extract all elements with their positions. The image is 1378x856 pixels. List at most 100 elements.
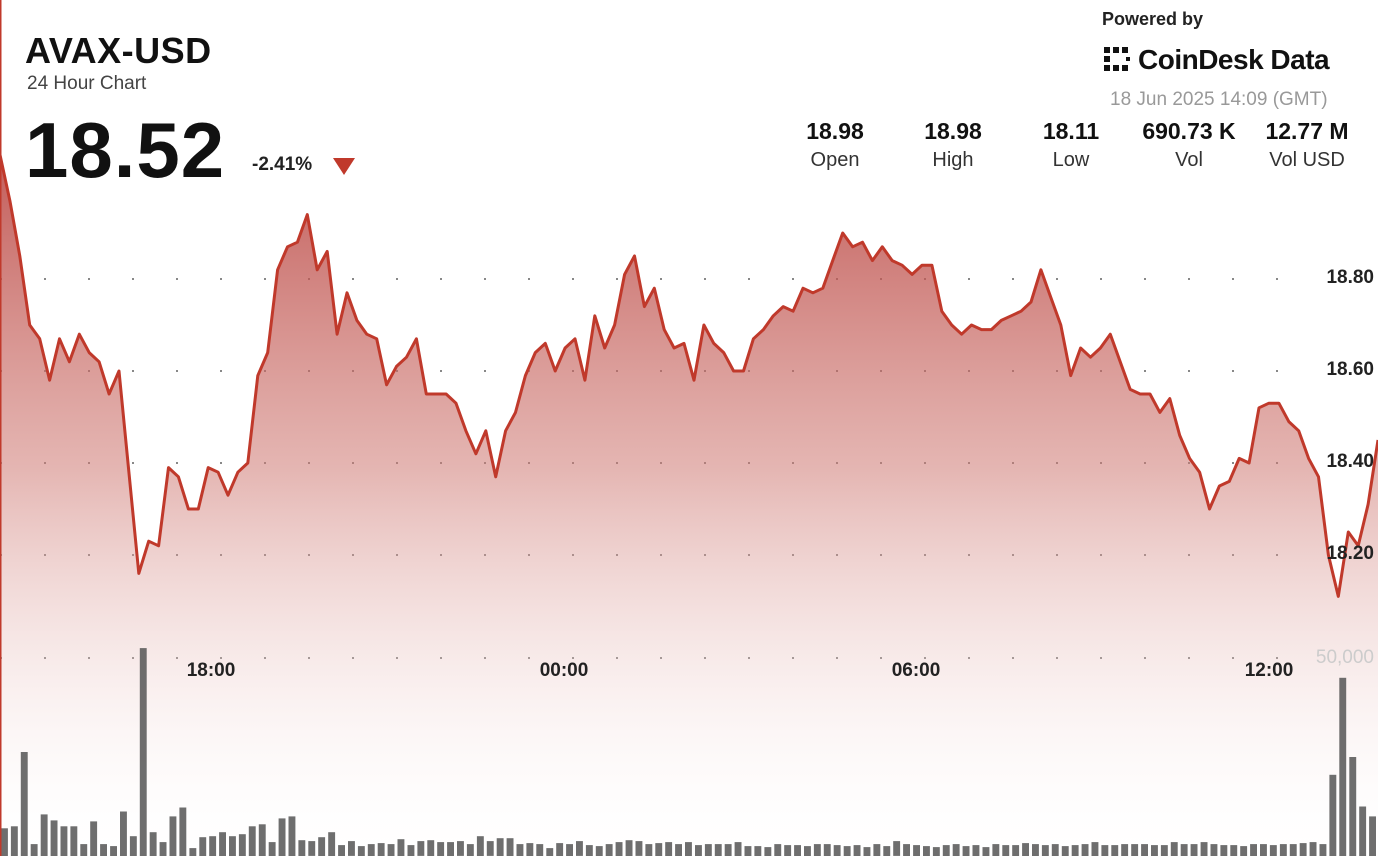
volume-tick-label: 50,000 <box>1315 647 1374 668</box>
volume-bar <box>209 836 217 856</box>
volume-bar <box>665 842 673 856</box>
volume-bar <box>60 826 68 856</box>
volume-bar <box>50 820 58 856</box>
y-tick-label: 18.40 <box>1326 451 1374 472</box>
coindesk-logo: CoinDesk Data <box>1102 42 1330 78</box>
volume-bar <box>546 848 554 856</box>
volume-bar <box>635 841 643 856</box>
volume-bar <box>1051 844 1059 856</box>
volume-bar <box>328 832 336 856</box>
volume-bar <box>387 844 395 856</box>
volume-bar <box>30 844 38 856</box>
volume-bar <box>40 814 48 856</box>
volume-bar <box>189 848 197 856</box>
volume-bar <box>1141 844 1148 856</box>
price-line <box>0 154 1378 598</box>
stat-label: High <box>932 149 974 171</box>
stat-high: 18.98 High <box>898 118 1008 172</box>
current-price: 18.52 <box>25 106 226 194</box>
volume-bar <box>764 847 772 856</box>
volume-bar <box>833 845 841 856</box>
volume-bar <box>1230 845 1238 856</box>
volume-bar <box>437 842 445 856</box>
pair-title: AVAX-USD <box>25 30 212 71</box>
volume-bar <box>1319 844 1327 856</box>
volume-bar <box>794 845 801 856</box>
x-tick-label: 12:00 <box>1244 660 1294 681</box>
volume-bar <box>169 816 177 856</box>
volume-bar <box>982 847 990 856</box>
x-tick-label: 18:00 <box>186 660 236 681</box>
volume-bar <box>774 844 782 856</box>
volume-bar <box>1269 845 1277 856</box>
volume-bar <box>813 844 821 856</box>
stat-low: 18.11 Low <box>1016 118 1126 172</box>
volume-bar <box>1041 845 1049 856</box>
volume-bar <box>1131 844 1139 856</box>
volume-bar <box>566 844 573 856</box>
volume-bar <box>268 842 276 856</box>
down-arrow-icon <box>333 158 355 175</box>
price-change: -2.41% <box>252 154 313 175</box>
volume-bar <box>199 837 207 856</box>
volume-bar <box>1190 844 1198 856</box>
volume-bar <box>1260 844 1267 856</box>
price-area <box>0 154 1378 856</box>
y-tick-label: 18.20 <box>1326 543 1374 564</box>
volume-bar <box>100 844 107 856</box>
volume-bar <box>496 838 504 856</box>
x-tick-label: 00:00 <box>539 660 589 681</box>
powered-by-label: Powered by <box>1102 9 1204 29</box>
stat-vol-usd: 12.77 M Vol USD <box>1252 118 1362 172</box>
volume-bar <box>110 846 117 856</box>
volume-bar <box>1081 844 1089 856</box>
volume-bar <box>1121 844 1129 856</box>
x-tick-label: 06:00 <box>891 660 941 681</box>
volume-bar <box>139 648 147 856</box>
volume-bar <box>1279 844 1287 856</box>
volume-bar <box>853 845 861 856</box>
volume-bar <box>863 847 871 856</box>
volume-bar <box>298 840 306 856</box>
volume-bar <box>823 844 831 856</box>
volume-bar <box>288 816 296 856</box>
volume-bar <box>1240 846 1248 856</box>
volume-bar <box>655 843 663 856</box>
volume-bar <box>952 844 960 856</box>
volume-bar <box>516 844 524 856</box>
volume-bar <box>883 846 891 856</box>
volume-bar <box>427 840 435 856</box>
volume-bar <box>1071 845 1079 856</box>
volume-bar <box>258 824 266 856</box>
volume-bar <box>1200 842 1208 856</box>
volume-bar <box>1061 846 1069 856</box>
volume-bar <box>397 839 405 856</box>
volume-bar <box>308 841 316 856</box>
volume-bar <box>576 841 583 856</box>
volume-bar <box>357 846 365 856</box>
volume-bar <box>407 845 415 856</box>
volume-bar <box>992 844 1000 856</box>
volume-bar <box>367 844 375 856</box>
volume-bar <box>605 844 613 856</box>
volume-bar <box>972 845 980 856</box>
brand-name: CoinDesk Data <box>1138 44 1330 75</box>
volume-bar <box>338 845 345 856</box>
volume-bar <box>120 811 127 856</box>
volume-bar <box>70 826 78 856</box>
volume-bar <box>159 842 167 856</box>
volume-bar <box>457 841 464 856</box>
volume-bar <box>685 842 692 856</box>
volume-bar <box>962 846 970 856</box>
volume-bar <box>1160 845 1168 856</box>
volume-bar <box>1349 757 1357 856</box>
volume-bar <box>1339 677 1347 856</box>
stat-value: 18.11 <box>1042 118 1100 144</box>
stat-value: 12.77 M <box>1265 118 1349 144</box>
volume-bar <box>417 841 425 856</box>
volume-bar <box>744 846 752 856</box>
volume-bar <box>1091 842 1099 856</box>
volume-bar <box>1250 844 1257 856</box>
volume-bar <box>903 844 910 856</box>
